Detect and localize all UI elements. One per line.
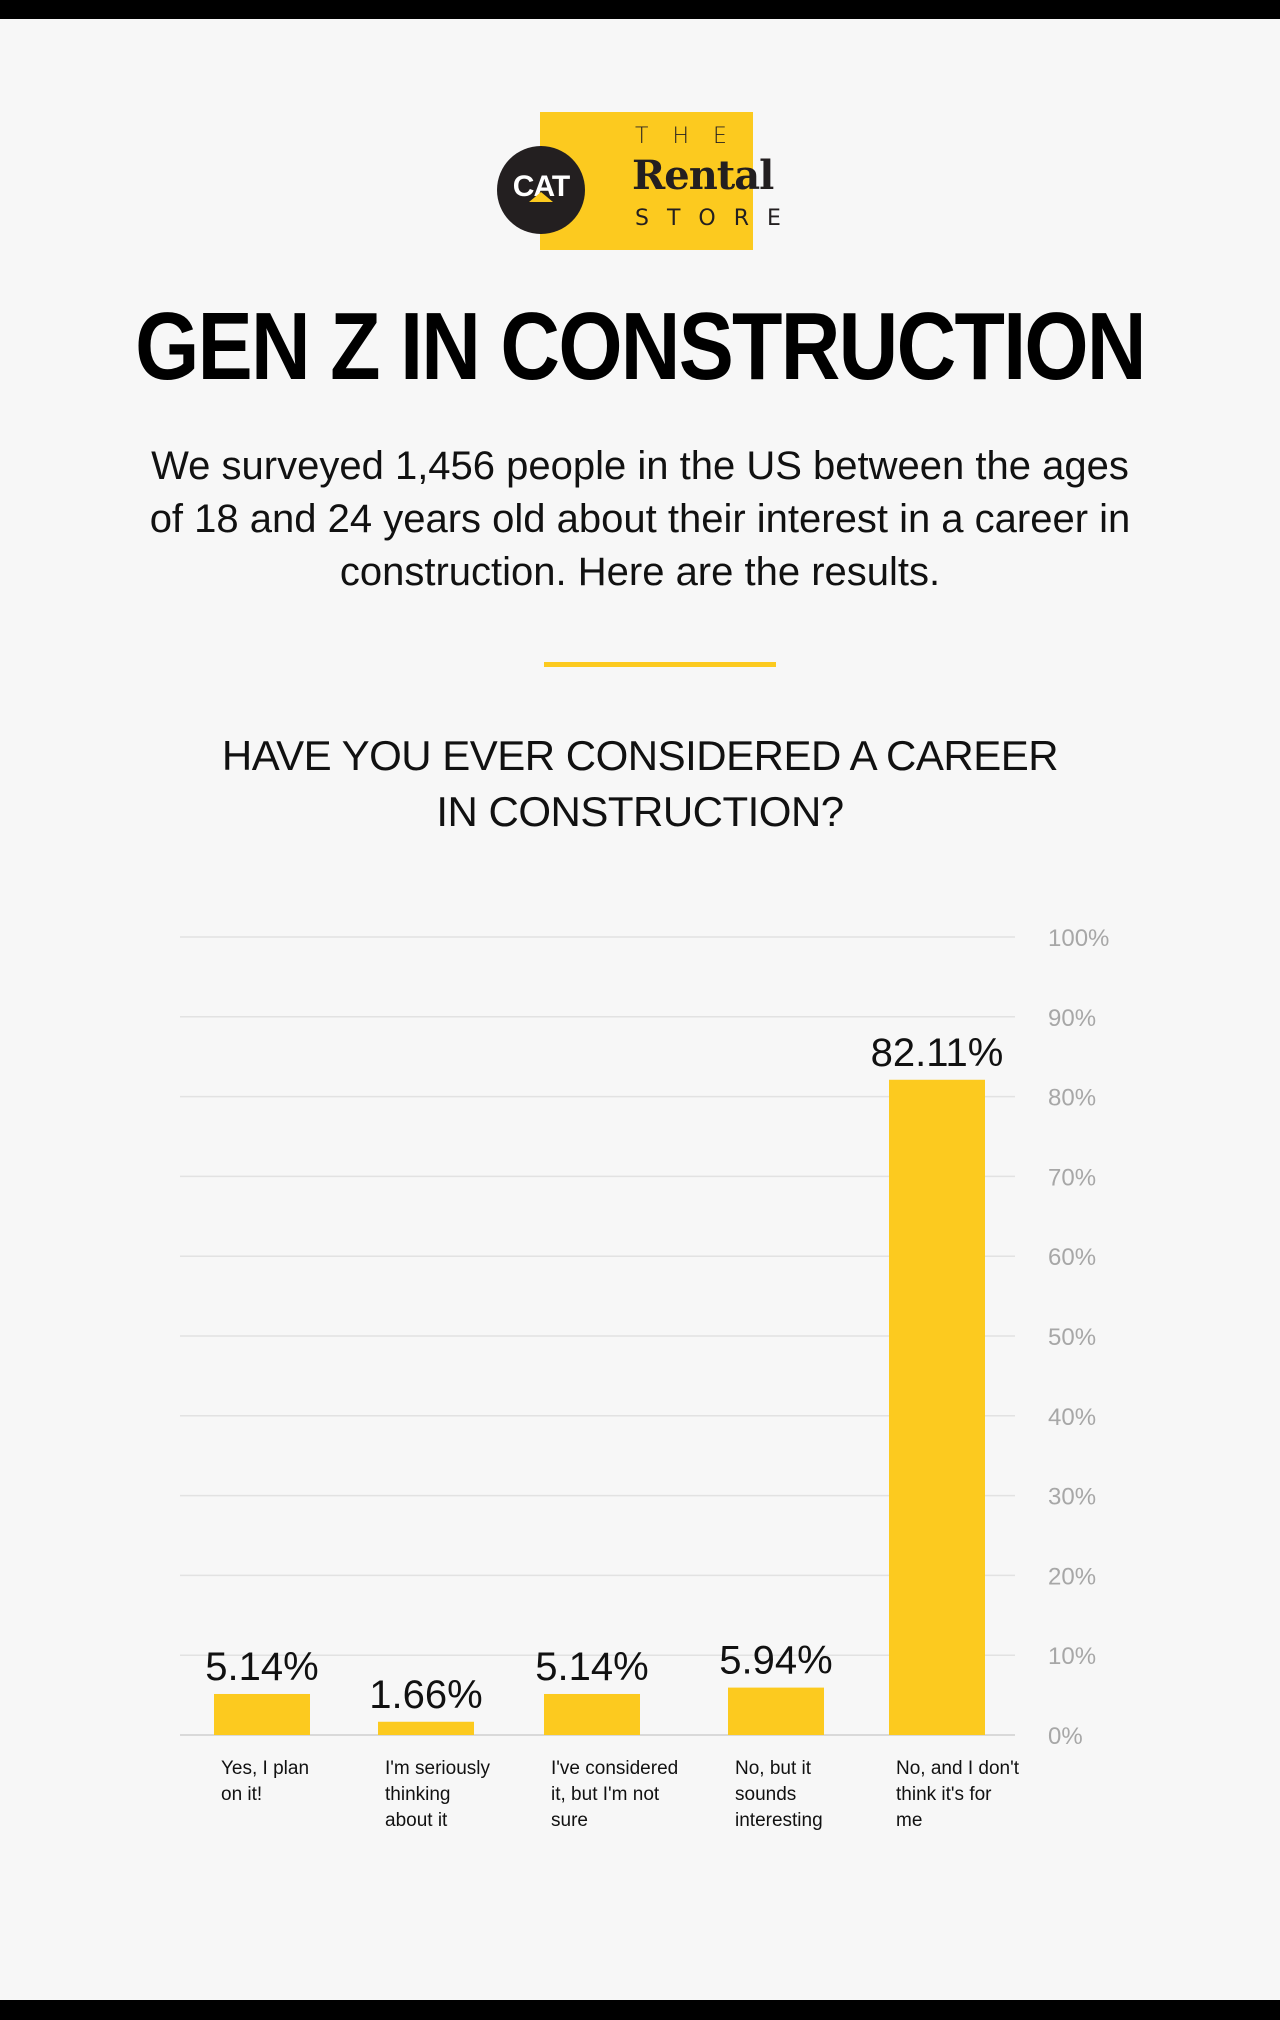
bar-value-label: 5.14% <box>205 1645 318 1689</box>
cat-rental-store-logo: THE Rental STORE CAT <box>497 112 781 250</box>
category-label-line: about it <box>385 1810 448 1831</box>
yellow-divider <box>544 662 776 667</box>
bottom-border <box>0 2000 1280 2020</box>
bar-value-label: 82.11% <box>871 1031 1004 1075</box>
category-label-line: me <box>896 1810 922 1831</box>
bar <box>214 1693 310 1735</box>
category-label-line: sure <box>551 1810 588 1831</box>
category-label-line: on it! <box>221 1784 262 1805</box>
category-label: No, and I don't think it's for me <box>896 1758 1020 1831</box>
category-label-line: I've considered <box>551 1758 678 1779</box>
y-tick-label: 100% <box>1048 925 1109 952</box>
category-label-line: thinking <box>385 1784 451 1805</box>
logo-the-text: THE <box>635 124 751 149</box>
y-tick-label: 90% <box>1048 1005 1096 1032</box>
y-tick-label: 20% <box>1048 1563 1096 1590</box>
category-label-line: it, but I'm not <box>551 1784 660 1805</box>
bar <box>544 1693 640 1735</box>
page-title: GEN Z IN CONSTRUCTION <box>135 293 1146 400</box>
bar-value-label: 5.94% <box>719 1639 832 1683</box>
bar-value-label: 5.14% <box>535 1645 648 1689</box>
category-label: I'm seriously thinking about it <box>385 1758 490 1831</box>
cat-badge: CAT <box>497 146 585 234</box>
bar-value-label: 1.66% <box>369 1673 482 1717</box>
category-label: I've considered it, but I'm not sure <box>551 1758 678 1831</box>
category-label: Yes, I plan on it! <box>221 1758 309 1805</box>
category-label-line: sounds <box>735 1784 796 1805</box>
category-label-line: Yes, I plan <box>221 1758 309 1779</box>
category-label-line: No, but it <box>735 1758 812 1779</box>
category-label-line: think it's for <box>896 1784 992 1805</box>
logo-rental-text: Rental <box>632 152 774 199</box>
bar <box>378 1721 474 1735</box>
category-label-line: interesting <box>735 1810 823 1831</box>
bar <box>728 1687 824 1735</box>
bar-chart: 0% 10% 20% 30% 40% 50% 60% 70% 80% 90% 100% 5.14% Ye… <box>180 925 1109 1831</box>
category-label-line: I'm seriously <box>385 1758 490 1779</box>
chart-title: HAVE YOU EVER CONSIDERED A CAREER IN CON… <box>221 732 1059 835</box>
y-tick-label: 10% <box>1048 1643 1096 1670</box>
y-tick-label: 40% <box>1048 1404 1096 1431</box>
y-tick-label: 80% <box>1048 1085 1096 1112</box>
y-tick-label: 0% <box>1048 1723 1083 1750</box>
logo-store-text: STORE <box>635 206 799 231</box>
category-label: No, but it sounds interesting <box>735 1758 823 1831</box>
y-tick-label: 30% <box>1048 1484 1096 1511</box>
intro-text: We surveyed 1,456 people in the US betwe… <box>149 444 1131 594</box>
y-tick-label: 50% <box>1048 1324 1096 1351</box>
y-tick-label: 70% <box>1048 1164 1096 1191</box>
top-border <box>0 0 1280 19</box>
y-tick-label: 60% <box>1048 1244 1096 1271</box>
bar <box>889 1079 985 1735</box>
logo-triangle-icon <box>529 192 553 202</box>
category-label-line: No, and I don't <box>896 1758 1020 1779</box>
